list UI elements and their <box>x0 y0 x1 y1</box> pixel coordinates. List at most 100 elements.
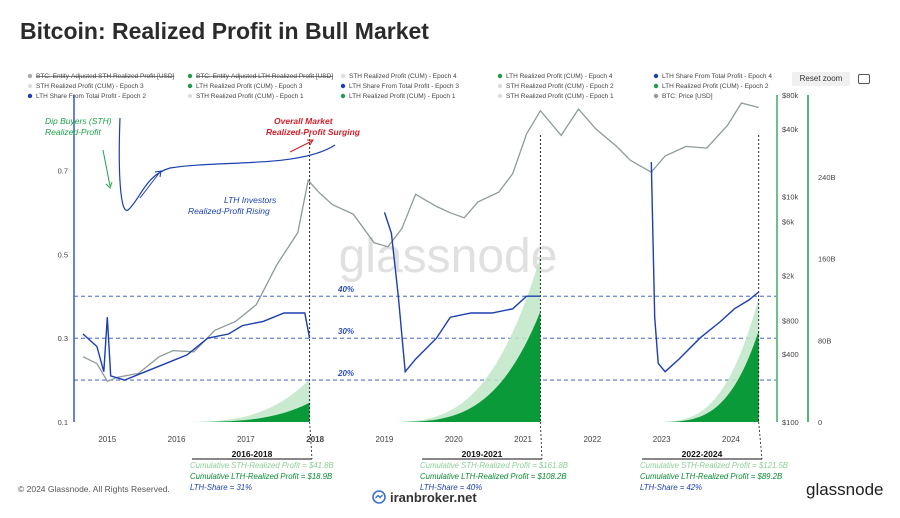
legend-marker <box>340 93 346 99</box>
legend-label: LTH Share From Total Profit - Epoch 3 <box>349 83 459 90</box>
epoch-sth-text: Cumulative STH-Realized Profit = $41.8B <box>190 461 334 470</box>
legend-marker <box>187 83 193 89</box>
legend-marker <box>497 93 503 99</box>
sth-cumulative-area <box>173 379 310 422</box>
legend-marker <box>27 73 33 79</box>
x-tick-label: 2019 <box>376 435 394 444</box>
legend-label: STH Realized Profit (CUM) - Epoch 1 <box>506 93 614 100</box>
price-tick-label: $800 <box>782 316 799 325</box>
annotation-overall-market: Realized-Profit Surging <box>266 127 361 137</box>
epoch-lth-text: Cumulative LTH-Realized Profit = $89.2B <box>640 472 782 481</box>
legend-label: STH Realized Profit (CUM) - Epoch 4 <box>349 73 457 80</box>
annotation-dip-buyers: Realized-Profit <box>45 127 101 137</box>
legend-marker <box>497 83 503 89</box>
price-tick-label: $2k <box>782 271 794 280</box>
price-tick-label: $80k <box>782 91 799 100</box>
price-line <box>82 102 759 383</box>
legend-marker <box>27 93 33 99</box>
legend-label: BTC: Entity-Adjusted LTH Realized Profit… <box>196 73 333 80</box>
annotation-dip-buyers: Dip Buyers (STH) <box>45 116 112 126</box>
left-tick-label: 0.3 <box>58 334 68 343</box>
legend: BTC: Entity-Adjusted STH Realized Profit… <box>27 73 772 100</box>
profit-tick-label: 80B <box>818 336 831 345</box>
epoch-label: 2016-2018 <box>232 449 273 459</box>
camera-icon[interactable] <box>858 74 870 84</box>
legend-marker <box>340 73 346 79</box>
epoch-share-text: LTH-Share = 42% <box>640 483 702 492</box>
reset-zoom-button[interactable]: Reset zoom <box>792 72 850 86</box>
axes: 0.1 0.3 0.5 0.7 $100 $400 $800 $2k $6k $10k $40k $8… <box>58 91 836 444</box>
annotation-arrowhead <box>307 139 314 146</box>
epoch-label: 2019-2021 <box>462 449 503 459</box>
epoch-share-text: LTH-Share = 40% <box>420 483 482 492</box>
x-tick-label: 2022 <box>583 435 601 444</box>
price-tick-label: $6k <box>782 218 794 227</box>
annotation-trend-curve <box>118 117 336 211</box>
x-tick-label: 2023 <box>653 435 671 444</box>
legend-marker <box>497 73 503 79</box>
legend-label: LTH Share From Total Profit - Epoch 2 <box>36 93 146 100</box>
iranbroker-logo-icon <box>372 490 386 504</box>
x-tick-label: 2015 <box>98 435 116 444</box>
legend-marker <box>187 93 193 99</box>
cumulative-profit-areas <box>173 135 760 422</box>
price-tick-label: $400 <box>782 350 799 359</box>
legend-label: LTH Realized Profit (CUM) - Epoch 1 <box>349 93 456 100</box>
reference-label: 20% <box>337 369 354 378</box>
epoch-sth-text: Cumulative STH-Realized Profit = $161.8B <box>420 461 568 470</box>
x-tick-label: 2016 <box>168 435 186 444</box>
legend-marker <box>27 83 33 89</box>
left-tick-label: 0.1 <box>58 418 68 427</box>
price-tick-label: $100 <box>782 418 799 427</box>
x-tick-label: 2024 <box>722 435 740 444</box>
legend-label: STH Realized Profit (CUM) - Epoch 2 <box>506 83 614 90</box>
epoch-lth-text: Cumulative LTH-Realized Profit = $18.9B <box>190 472 332 481</box>
glassnode-logo: glassnode <box>806 480 884 499</box>
left-tick-label: 0.7 <box>58 166 68 175</box>
lth-share-line <box>82 312 311 381</box>
profit-tick-label: 0 <box>818 418 822 427</box>
left-tick-label: 0.5 <box>58 250 68 259</box>
annotation-lth-investors: Realized-Profit Rising <box>188 206 270 216</box>
annotation-arrow <box>102 149 111 187</box>
epoch-label: 2022-2024 <box>682 449 723 459</box>
legend-label: LTH Share From Total Profit - Epoch 4 <box>662 73 772 80</box>
legend-label: LTH Realized Profit (CUM) - Epoch 3 <box>196 83 303 90</box>
copyright: © 2024 Glassnode. All Rights Reserved. <box>18 484 170 494</box>
sth-cumulative-area <box>380 256 541 422</box>
price-tick-label: $40k <box>782 125 799 134</box>
legend-label: STH Realized Profit (CUM) - Epoch 3 <box>36 83 144 90</box>
reference-label: 40% <box>337 285 354 294</box>
lth-cumulative-area <box>651 330 759 422</box>
epoch-sth-text: Cumulative STH-Realized Profit = $121.5B <box>640 461 788 470</box>
legend-label: STH Realized Profit (CUM) - Epoch 1 <box>196 93 304 100</box>
lth-share-line <box>383 212 541 374</box>
x-tick-label: 2020 <box>445 435 463 444</box>
annotation-lth-investors: LTH Investors <box>224 195 277 205</box>
watermark: glassnode <box>339 230 558 283</box>
epoch-connector <box>758 421 763 460</box>
reference-label: 30% <box>338 327 354 336</box>
annotation-arrow <box>289 140 313 153</box>
annotation-arrowhead <box>154 170 162 178</box>
legend-label: LTH Realized Profit (CUM) - Epoch 2 <box>662 83 769 90</box>
legend-marker <box>653 73 659 79</box>
legend-marker <box>653 93 659 99</box>
legend-label: BTC: Price [USD] <box>662 93 713 100</box>
share-series <box>82 162 760 381</box>
annotation-overall-market: Overall Market <box>274 116 334 126</box>
annotation-arrowhead <box>105 181 113 189</box>
x-tick-label: 2018 <box>306 435 324 444</box>
legend-label: BTC: Entity-Adjusted STH Realized Profit… <box>36 73 175 80</box>
legend-marker <box>187 73 193 79</box>
epoch-connector <box>539 421 543 460</box>
profit-tick-label: 240B <box>818 173 836 182</box>
lth-cumulative-area <box>173 402 310 422</box>
site-name: iranbroker.net <box>390 490 477 505</box>
price-series <box>82 102 759 383</box>
epoch-share-text: LTH-Share = 31% <box>190 483 252 492</box>
epoch-lth-text: Cumulative LTH-Realized Profit = $108.2B <box>420 472 567 481</box>
profit-tick-label: 160B <box>818 255 836 264</box>
annotations: Dip Buyers (STH)Realized-Profit Overall M… <box>45 116 361 216</box>
